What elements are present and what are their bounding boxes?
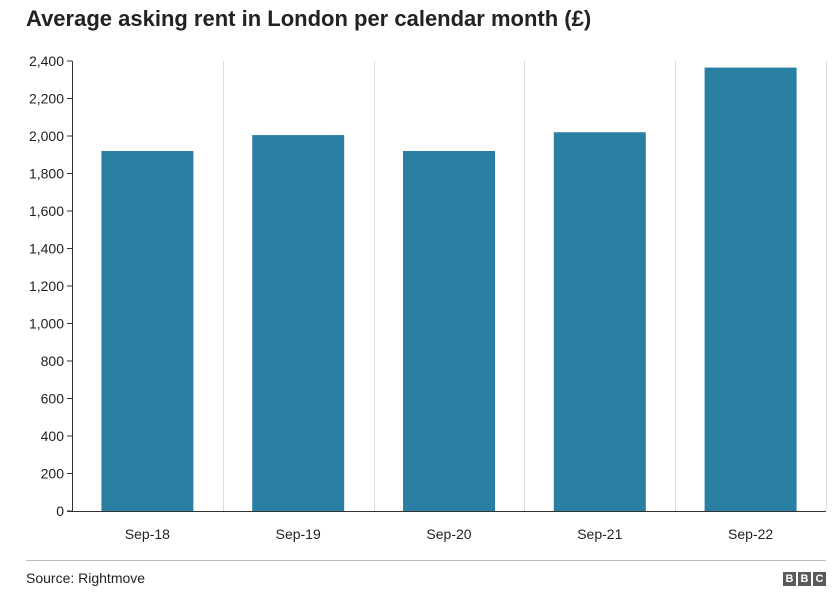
y-tick-label: 600 [41, 391, 65, 407]
bar [553, 132, 646, 511]
x-tick-label: Sep-20 [426, 526, 471, 542]
bar [252, 135, 345, 511]
bar-chart: 0 200 400 600 800 1,000 1,200 1,400 1,600 1,800 2,… [29, 53, 827, 542]
x-tick-label: Sep-21 [577, 526, 622, 542]
x-tick-label: Sep-19 [276, 526, 321, 542]
bar [101, 151, 194, 511]
bbc-logo-letter: B [798, 572, 811, 586]
chart-title: Average asking rent in London per calend… [26, 6, 592, 31]
y-tick-label: 2,200 [29, 91, 64, 107]
y-tick-label: 400 [41, 428, 65, 444]
bbc-logo-letter: C [813, 572, 826, 586]
y-tick-label: 1,600 [29, 203, 64, 219]
y-tick-label: 800 [41, 353, 65, 369]
bar [403, 151, 495, 511]
y-tick-label: 1,000 [29, 316, 64, 332]
y-tick-label: 0 [56, 503, 64, 519]
bbc-logo-letter: B [783, 572, 796, 586]
y-tick-label: 1,200 [29, 278, 64, 294]
y-tick-label: 2,000 [29, 128, 64, 144]
x-tick-label: Sep-18 [125, 526, 170, 542]
source-note: Source: Rightmove [26, 570, 146, 586]
footer-divider [26, 560, 826, 561]
y-tick-label: 1,400 [29, 241, 64, 257]
bbc-logo: B B C [783, 572, 826, 586]
y-tick-label: 2,400 [29, 53, 64, 69]
y-tick-label: 200 [41, 466, 65, 482]
bar [704, 67, 797, 511]
x-tick-label: Sep-22 [728, 526, 773, 542]
y-tick-label: 1,800 [29, 166, 64, 182]
